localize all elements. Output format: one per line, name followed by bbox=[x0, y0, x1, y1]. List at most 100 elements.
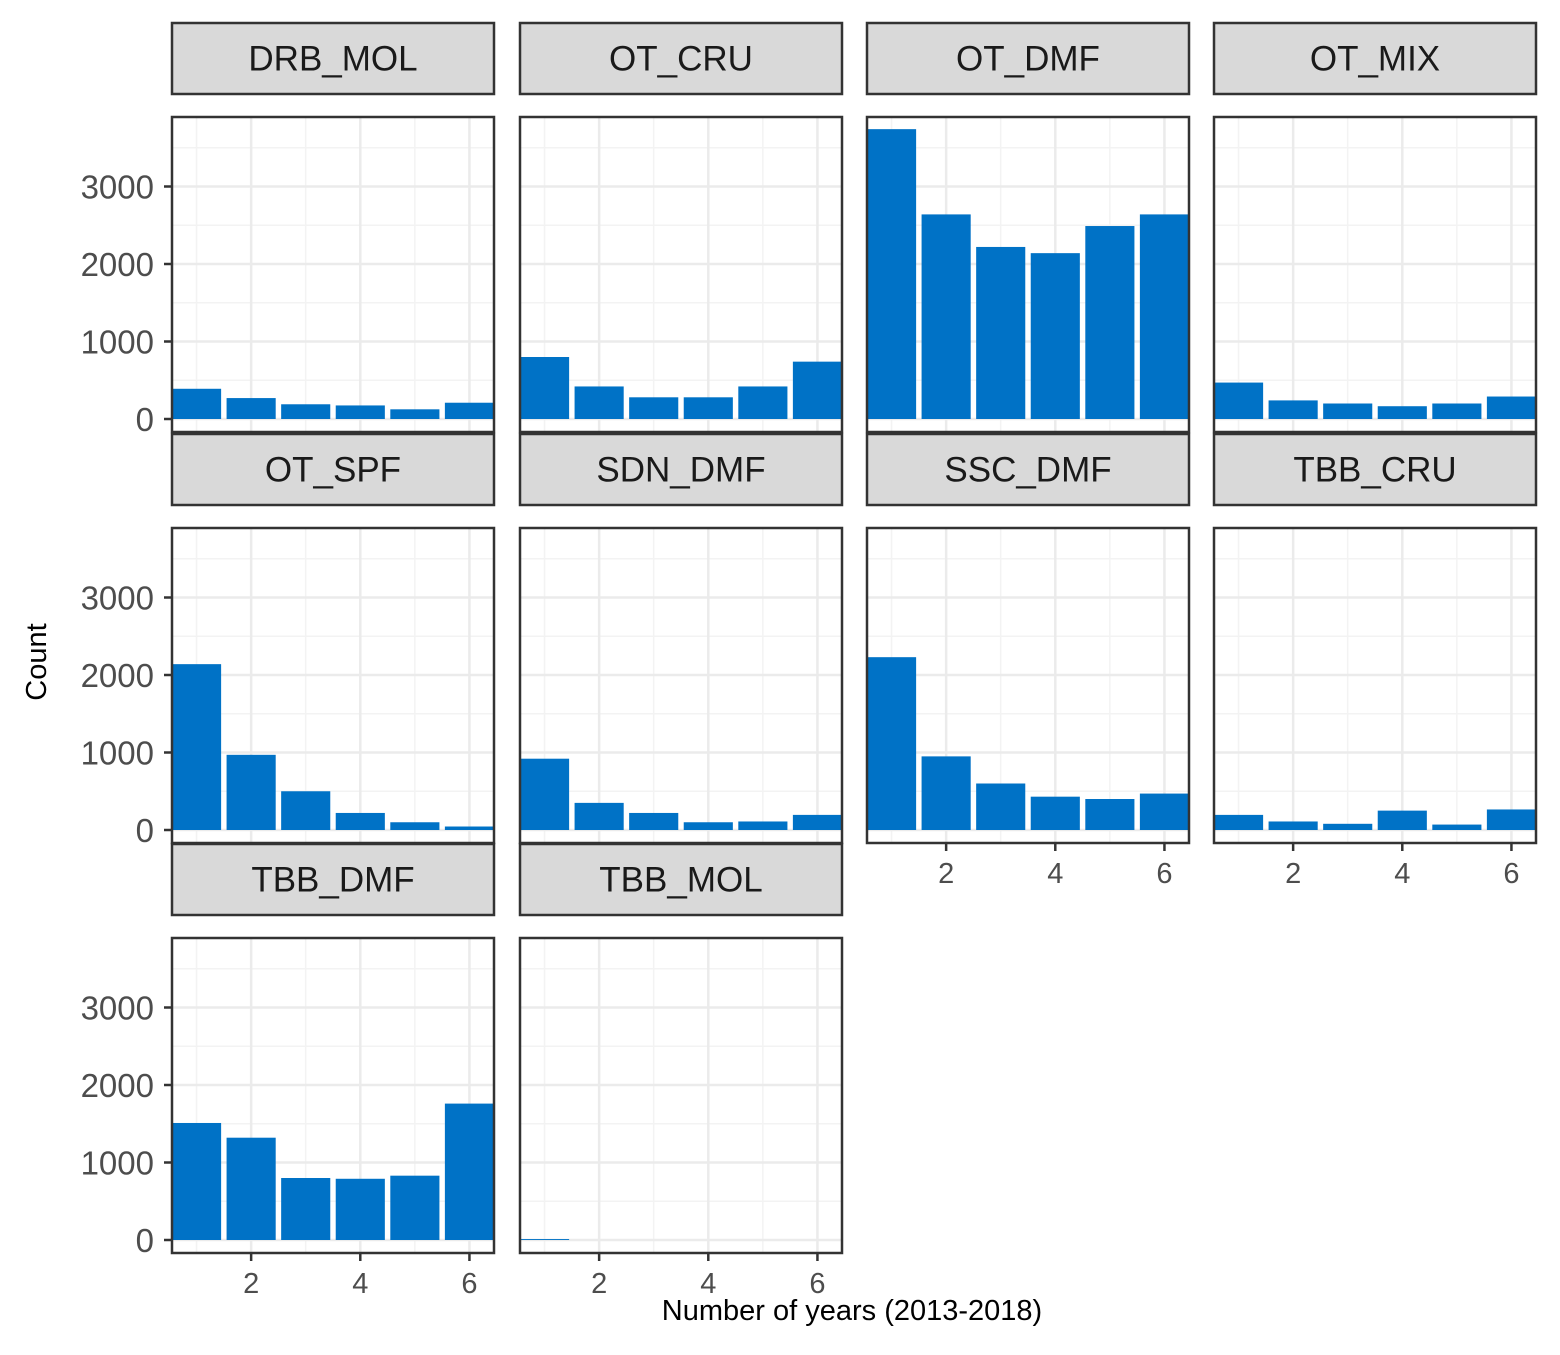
panel-border bbox=[1212, 115, 1538, 434]
panel-ot-spf: OT_SPF 0 1000 2000 3000 bbox=[81, 432, 496, 849]
bar bbox=[738, 821, 788, 830]
bar bbox=[921, 214, 971, 419]
panel-ot-mix: OT_MIX bbox=[1212, 21, 1538, 434]
facet-strip bbox=[170, 432, 496, 507]
x-tick-label: 6 bbox=[1156, 858, 1172, 890]
bar bbox=[792, 814, 842, 830]
y-tick-label: 2000 bbox=[81, 1067, 154, 1104]
x-tick-label: 2 bbox=[938, 858, 954, 890]
facet-strip-label: TBB_DMF bbox=[251, 861, 414, 900]
facet-strip-label: TBB_CRU bbox=[1293, 451, 1456, 490]
plot-background bbox=[172, 117, 494, 432]
bar bbox=[792, 361, 842, 419]
bar bbox=[867, 129, 917, 419]
bar bbox=[226, 398, 276, 419]
facet-strip bbox=[865, 432, 1191, 507]
y-tick-label: 3000 bbox=[81, 990, 154, 1027]
bar bbox=[921, 756, 971, 830]
bar bbox=[629, 397, 679, 419]
facet-strip-label: OT_CRU bbox=[609, 40, 753, 79]
plot-background bbox=[1214, 528, 1536, 843]
y-tick-label: 3000 bbox=[81, 169, 154, 206]
x-tick-label: 6 bbox=[809, 1268, 825, 1300]
bar bbox=[1268, 821, 1318, 830]
bar bbox=[335, 405, 385, 419]
y-tick-label: 2000 bbox=[81, 246, 154, 283]
bar bbox=[738, 386, 788, 419]
y-tick-label: 0 bbox=[136, 1222, 154, 1259]
facet-strip-label: DRB_MOL bbox=[248, 40, 417, 79]
x-tick-label: 2 bbox=[591, 1268, 607, 1300]
facet-strip bbox=[865, 21, 1191, 96]
bar bbox=[390, 409, 440, 419]
bar bbox=[1486, 396, 1536, 419]
x-tick-label: 4 bbox=[352, 1268, 368, 1300]
bar bbox=[1030, 796, 1080, 830]
y-tick-label: 1000 bbox=[81, 735, 154, 772]
x-tick-label: 2 bbox=[243, 1268, 259, 1300]
bar bbox=[976, 246, 1026, 419]
bar bbox=[390, 1175, 440, 1240]
bar bbox=[1377, 810, 1427, 830]
bar bbox=[281, 1178, 331, 1240]
panel-ssc-dmf: SSC_DMF 2 4 6 bbox=[865, 432, 1191, 890]
facet-strip bbox=[518, 21, 844, 96]
facet-strip-label: TBB_MOL bbox=[599, 861, 762, 900]
bar bbox=[335, 812, 385, 830]
bar bbox=[172, 664, 222, 830]
bar bbox=[444, 826, 494, 830]
bar bbox=[390, 822, 440, 830]
bar bbox=[1377, 406, 1427, 419]
bar bbox=[574, 802, 624, 830]
bar bbox=[172, 388, 222, 419]
panel-border bbox=[865, 115, 1191, 434]
bar bbox=[281, 791, 331, 830]
facet-strip bbox=[518, 432, 844, 507]
bar bbox=[1085, 226, 1135, 419]
y-tick-label: 1000 bbox=[81, 324, 154, 361]
facet-strip bbox=[170, 842, 496, 917]
bar bbox=[444, 402, 494, 419]
bar bbox=[226, 1137, 276, 1240]
facet-strip-label: OT_DMF bbox=[956, 40, 1100, 79]
panel-border bbox=[518, 936, 844, 1255]
y-tick-label: 0 bbox=[136, 401, 154, 438]
panel-border bbox=[518, 115, 844, 434]
facet-strip bbox=[170, 21, 496, 96]
bar bbox=[1486, 809, 1536, 830]
panel-border bbox=[170, 936, 496, 1255]
bar bbox=[683, 822, 733, 830]
y-tick-label: 1000 bbox=[81, 1145, 154, 1182]
facet-strip bbox=[1212, 432, 1538, 507]
y-tick-label: 2000 bbox=[81, 657, 154, 694]
bar bbox=[226, 754, 276, 830]
bar bbox=[574, 386, 624, 419]
panel-tbb-dmf: TBB_DMF 0 1000 2000 3000 2 4 6 bbox=[81, 842, 496, 1300]
x-tick-label: 4 bbox=[700, 1268, 716, 1300]
plot-background bbox=[520, 938, 842, 1253]
bar bbox=[520, 758, 570, 830]
panel-drb-mol: DRB_MOL 0 1000 2000 3000 bbox=[81, 21, 496, 438]
bar bbox=[335, 1178, 385, 1240]
bar bbox=[1030, 253, 1080, 419]
bar bbox=[172, 1122, 222, 1240]
panel-border bbox=[865, 526, 1191, 845]
y-tick-label: 0 bbox=[136, 812, 154, 849]
bar bbox=[1214, 382, 1264, 419]
bar bbox=[976, 783, 1026, 830]
bar bbox=[281, 404, 331, 419]
panel-tbb-cru: TBB_CRU 2 4 6 bbox=[1212, 432, 1538, 890]
panel-border bbox=[170, 115, 496, 434]
bar bbox=[1323, 823, 1373, 830]
x-tick-label: 2 bbox=[1285, 858, 1301, 890]
bar bbox=[1432, 403, 1482, 419]
x-axis-title: Number of years (2013-2018) bbox=[662, 1295, 1042, 1327]
y-axis-title: Count bbox=[21, 623, 53, 700]
bar bbox=[1139, 793, 1189, 830]
facet-strip-label: SSC_DMF bbox=[944, 451, 1111, 490]
bar bbox=[1323, 403, 1373, 419]
facet-strip bbox=[518, 842, 844, 917]
facet-strip-label: OT_MIX bbox=[1310, 40, 1440, 79]
bar bbox=[867, 657, 917, 830]
